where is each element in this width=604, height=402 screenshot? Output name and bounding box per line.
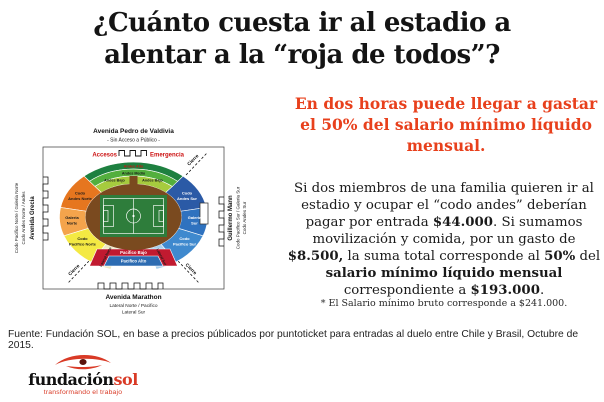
codo-andes-norte-label1: Codo — [75, 191, 86, 196]
title-line1: ¿Cuánto cuesta ir al estadio a — [93, 8, 511, 38]
codo-pacifico-norte-label2: Pacifico Norte — [69, 242, 97, 247]
footnote: * El Salario mínimo bruto corresponde a … — [320, 298, 568, 309]
avenue-bottom-label: Avenida Marathon — [105, 294, 161, 301]
logo-tagline: transformando el trabajo — [43, 389, 123, 396]
accesos-label: Accesos — [92, 153, 117, 159]
galeria-norte-label1: Galeria — [65, 215, 79, 220]
access-comb-left-icon — [42, 176, 49, 241]
cierre-line-bottomright — [177, 260, 200, 284]
right-row-outer-label: Codo Andes Sur — [242, 201, 247, 234]
avenue-left-label: Avenida Grecia — [30, 196, 36, 240]
andes-alto-label: Andes Alto — [124, 165, 144, 169]
eye-swoosh-icon — [55, 354, 111, 370]
galeria-sur-label2: Sur — [191, 221, 198, 226]
galeria-norte-label2: Norte — [67, 221, 78, 226]
cierre-line-bottomleft — [67, 260, 90, 284]
galeria-sur-label1: Galeria — [188, 215, 202, 220]
andes-bajo-left-label: Andes Bajo — [104, 179, 125, 183]
bottom-row1-label: Lateral Norte / Pacifico — [109, 303, 157, 309]
emergencia-label: Emergencia — [150, 153, 185, 159]
pitch-center-dot — [132, 214, 135, 218]
left-row-outer-label: Codo Pacifico Norte / Galeria Norte — [14, 182, 19, 253]
headline: En dos horas puede llegar a gastar el 50… — [294, 94, 598, 155]
section-pacifico-alto — [103, 255, 164, 267]
pitch-lines — [103, 198, 164, 234]
page-title: ¿Cuánto cuesta ir al estadio a alentar a… — [0, 8, 604, 71]
codo-pacifico-sur-label2: Pacifico Sur — [173, 242, 197, 247]
access-comb-bottom-icon — [97, 282, 164, 290]
andes-medio-label: Andes Medio — [122, 172, 146, 176]
cierre-line-topright — [185, 152, 208, 176]
stadium-map: Avenida Pedro de Valdivia - Sin Acceso a… — [14, 128, 247, 316]
right-row-inner-label: Codo Pacifico Sur / Galeria Sur — [236, 186, 241, 249]
source-line: Fuente: Fundación SOL, en base a precios… — [8, 329, 579, 351]
andes-bajo-divider — [129, 176, 138, 185]
avenue-top-note: - Sin Acceso a Público - — [107, 138, 160, 144]
pacifico-bajo-label: Pacifico Bajo — [120, 250, 147, 255]
access-comb-right-icon — [218, 196, 225, 247]
fundacion-sol-logo: fundaciónsol transformando el trabajo — [22, 351, 144, 397]
codo-pacifico-norte-label1: Codo — [77, 236, 88, 241]
logo-word-red: sol — [113, 370, 139, 389]
codo-andes-sur-label2: Andes Sur — [177, 196, 197, 201]
logo-word-black: fundación — [28, 370, 114, 389]
title-line2: alentar a la “roja de todos”? — [104, 39, 500, 70]
avenue-top-label: Avenida Pedro de Valdivia — [93, 128, 174, 135]
codo-andes-norte-label2: Andes Norte — [68, 196, 93, 201]
access-comb-top-icon — [118, 150, 147, 157]
codo-pacifico-sur-label1: Codo — [179, 236, 190, 241]
left-row-inner-label: Codo Andes Norte / Andes — [21, 191, 26, 245]
avenue-right-label: Guillermo Mann — [228, 195, 234, 241]
bottom-row2-label: Lateral Sur — [122, 310, 146, 316]
logo-wordmark: fundaciónsol — [22, 372, 144, 388]
andes-bajo-right-label: Andes Bajo — [142, 179, 163, 183]
codo-andes-sur-label1: Codo — [182, 191, 193, 196]
body-paragraph: Si dos miembros de una familia quieren i… — [287, 181, 601, 299]
pacifico-alto-label: Pacifico Alto — [121, 259, 147, 264]
scoreboard — [199, 202, 209, 225]
